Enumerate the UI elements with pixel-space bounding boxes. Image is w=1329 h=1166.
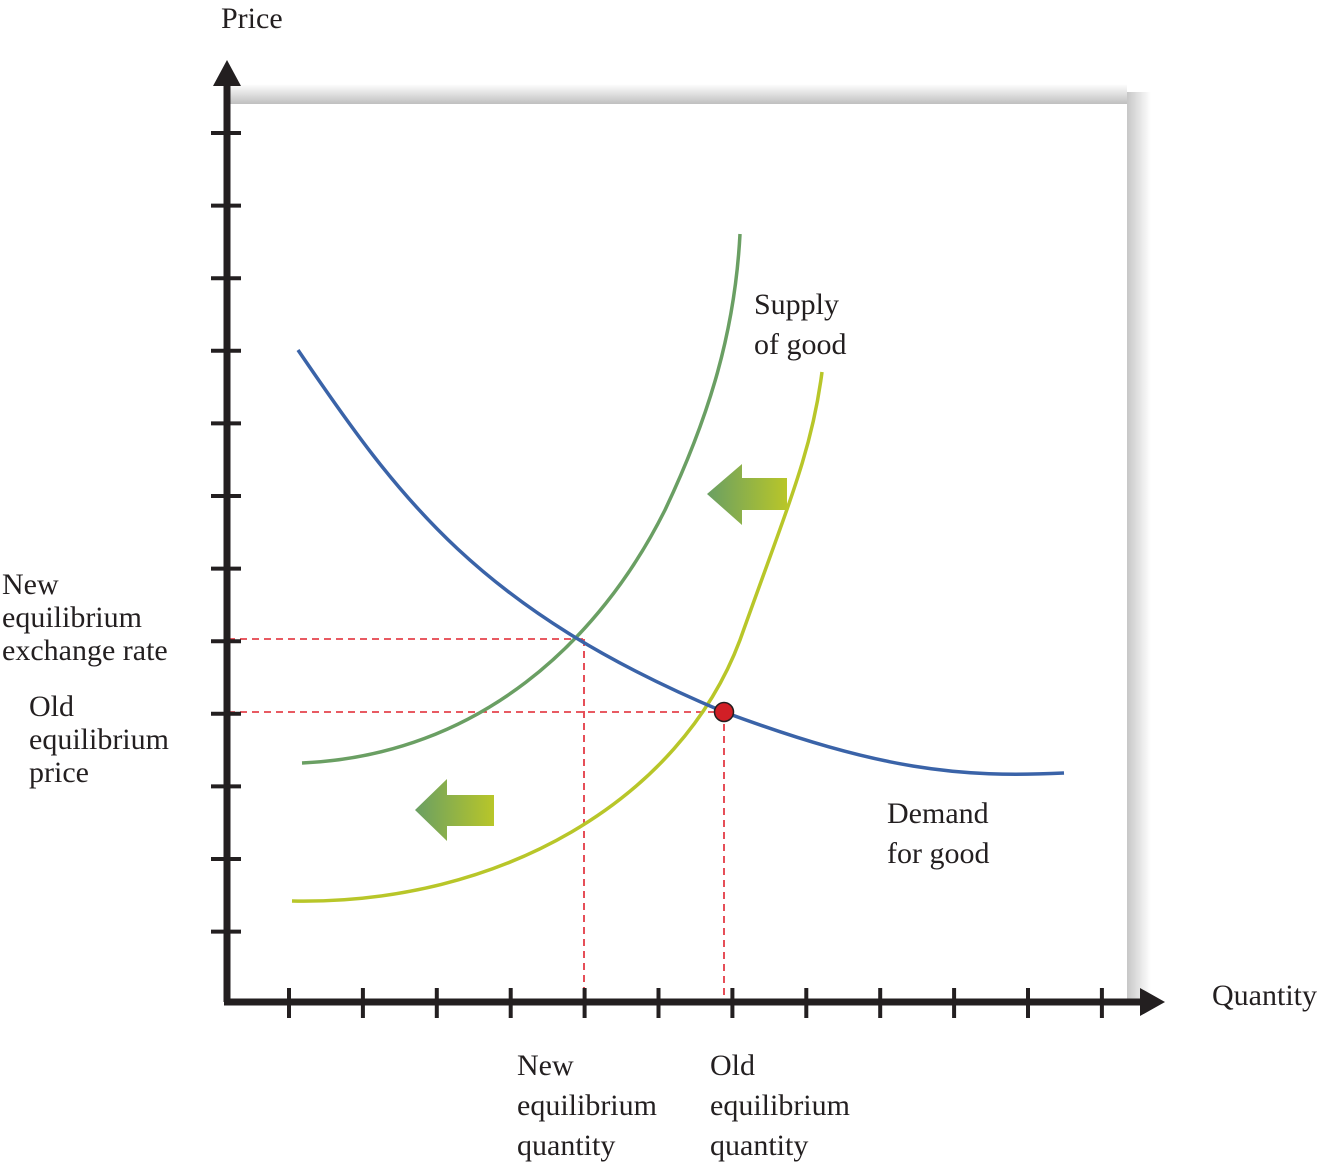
panel-shadow: [227, 84, 1151, 1002]
x-axis-arrowhead: [1140, 988, 1165, 1016]
new-supply-curve: [291, 371, 824, 903]
demand-curve: [296, 349, 1065, 777]
y-axis-arrowhead: [213, 60, 241, 86]
x-axis-ticks: [287, 988, 1104, 1018]
new-equilibrium-price-label: New equilibrium exchange rate: [2, 568, 168, 667]
y-axis-label: Price: [221, 2, 283, 35]
shift-left-arrow-upper: [707, 464, 787, 525]
y-axis-ticks: [211, 131, 241, 934]
old-equilibrium-price-label: Old equilibrium price: [29, 690, 169, 789]
x-axis-label: Quantity: [1212, 979, 1317, 1012]
new-equilibrium-quantity-label: New equilibrium quantity: [517, 1049, 657, 1162]
old-equilibrium-point: [713, 701, 735, 723]
old-equilibrium-quantity-label: Old equilibrium quantity: [710, 1049, 850, 1162]
guide-lines: [228, 638, 725, 1002]
supply-curve: [301, 233, 742, 765]
axes: [213, 60, 1165, 1016]
supply-curve-label: Supply of good: [754, 288, 847, 361]
shift-left-arrow-lower: [415, 779, 494, 841]
demand-curve-label: Demand for good: [887, 797, 990, 870]
